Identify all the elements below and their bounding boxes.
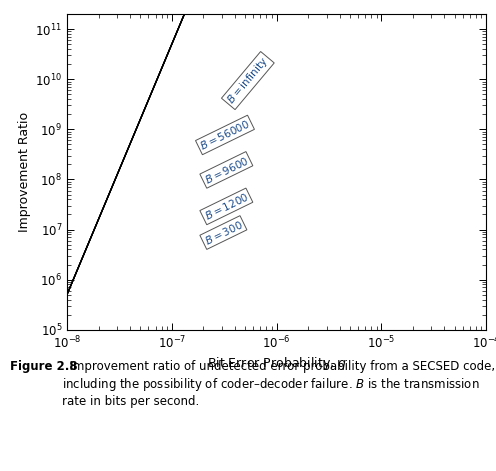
- X-axis label: Bit Error Probability, $q$: Bit Error Probability, $q$: [207, 355, 346, 373]
- Y-axis label: Improvement Ratio: Improvement Ratio: [18, 112, 31, 232]
- Text: $B = 1200$: $B = 1200$: [202, 191, 250, 222]
- Text: $B = 300$: $B = 300$: [202, 218, 245, 247]
- Text: $B = \mathrm{infinity}$: $B = \mathrm{infinity}$: [224, 54, 272, 107]
- Text: Figure 2.8: Figure 2.8: [10, 360, 77, 374]
- Text: $B = 9600$: $B = 9600$: [202, 154, 250, 186]
- Text: Improvement ratio of undetected error probability from a SECSED code,
including : Improvement ratio of undetected error pr…: [62, 360, 495, 408]
- Text: $B = 56000$: $B = 56000$: [198, 118, 252, 152]
